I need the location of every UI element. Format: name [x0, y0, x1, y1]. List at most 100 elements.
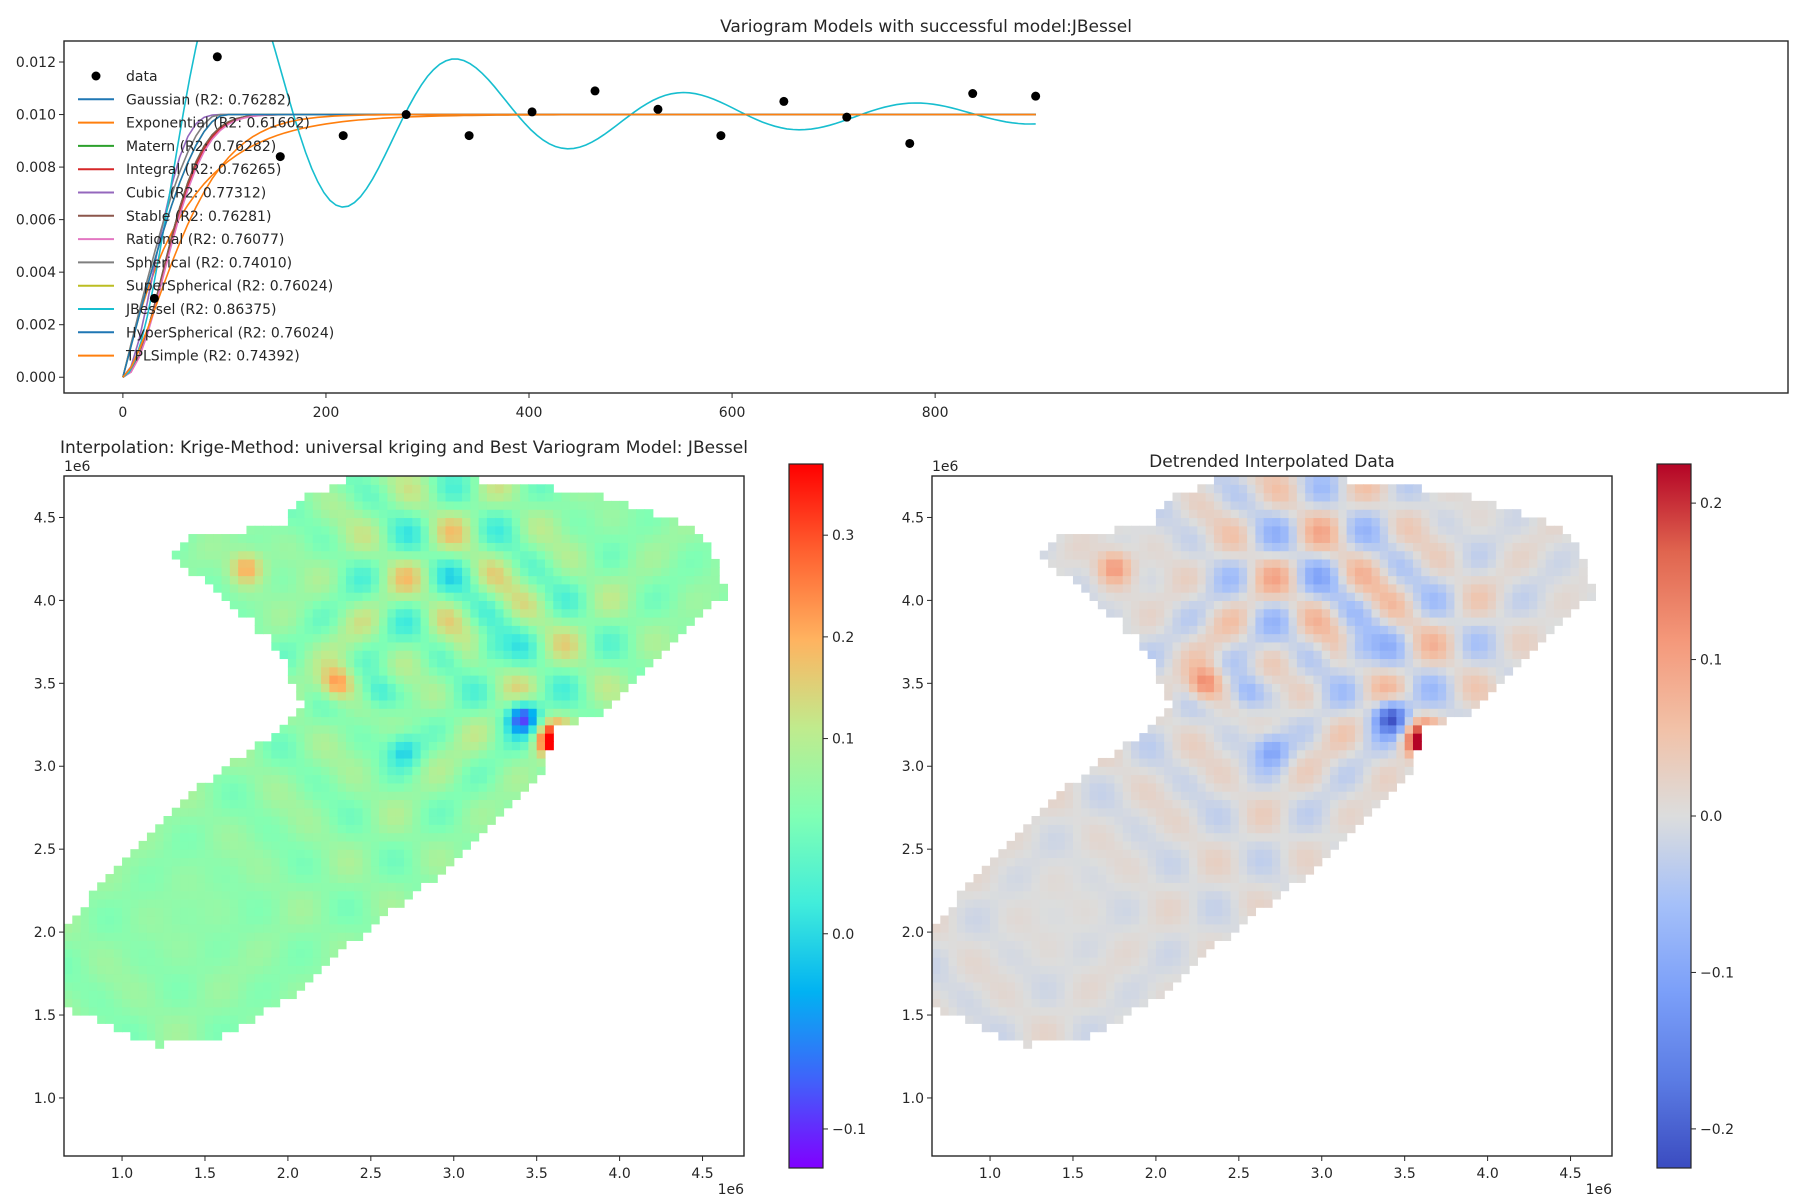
data-point — [779, 96, 789, 106]
x-tick-label: 2.5 — [1228, 1166, 1250, 1182]
y-tick-label: 4.0 — [902, 593, 924, 609]
x-tick-label: 3.0 — [443, 1166, 465, 1182]
x-tick-label: 4.0 — [608, 1166, 630, 1182]
interpolation-x-offset-label: 1e6 — [718, 1182, 745, 1198]
legend-label-9: JBessel (R2: 0.86375) — [125, 302, 277, 318]
data-point — [464, 131, 474, 141]
x-tick-label: 600 — [719, 405, 746, 421]
y-tick-label: 2.0 — [34, 925, 56, 941]
detrended-colorbar — [1656, 463, 1692, 1169]
y-tick-label: 2.5 — [34, 842, 56, 858]
colorbar-tick-label: 0.3 — [832, 528, 854, 544]
y-tick-label: 0.008 — [16, 160, 56, 176]
data-point — [590, 86, 600, 96]
legend-label-8: SuperSpherical (R2: 0.76024) — [126, 279, 333, 295]
variogram-title: Variogram Models with successful model:J… — [720, 17, 1132, 37]
variogram-series-line-9 — [122, 41, 1036, 378]
colorbar-tick-label: 0.0 — [832, 927, 854, 943]
y-tick-label: 4.5 — [902, 510, 924, 526]
colorbar-tick-label: 0.0 — [1700, 809, 1722, 825]
colorbar-tick-label: 0.1 — [1700, 653, 1722, 669]
x-tick-label: 3.5 — [526, 1166, 548, 1182]
legend-label-4: Cubic (R2: 0.77312) — [126, 186, 266, 202]
data-point — [653, 104, 663, 114]
data-point — [968, 89, 978, 99]
x-tick-label: 2.0 — [1145, 1166, 1167, 1182]
data-point — [275, 152, 285, 162]
x-tick-label: 1.5 — [1062, 1166, 1084, 1182]
y-tick-label: 3.0 — [902, 759, 924, 775]
x-tick-label: 800 — [922, 405, 949, 421]
y-tick-label: 0.000 — [16, 370, 56, 386]
x-tick-label: 4.0 — [1476, 1166, 1498, 1182]
detrended-x-offset-label: 1e6 — [1586, 1182, 1613, 1198]
legend-label-5: Stable (R2: 0.76281) — [126, 209, 271, 225]
colorbar-tick-label: −0.2 — [1700, 1122, 1734, 1138]
y-tick-label: 0.010 — [16, 108, 56, 124]
colorbar-tick-label: −0.1 — [1700, 965, 1734, 981]
data-point — [905, 138, 915, 148]
data-point — [401, 110, 411, 120]
legend-label-2: Matern (R2: 0.76282) — [126, 139, 276, 155]
detrended-title: Detrended Interpolated Data — [1149, 452, 1395, 472]
variogram-series-line-11 — [122, 113, 1036, 378]
x-tick-label: 4.5 — [691, 1166, 713, 1182]
legend-label-11: TPLSimple (R2: 0.74392) — [125, 349, 300, 365]
variogram-legend: data Gaussian (R2: 0.76282) Exponential (R… — [78, 69, 334, 365]
colorbar-tick-label: −0.1 — [832, 1122, 866, 1138]
y-tick-label: 4.5 — [34, 510, 56, 526]
x-tick-label: 2.0 — [277, 1166, 299, 1182]
y-tick-label: 3.0 — [34, 759, 56, 775]
interpolation-panel: Interpolation: Krige-Method: universal k… — [34, 438, 866, 1198]
x-tick-label: 3.0 — [1311, 1166, 1333, 1182]
interpolation-y-offset-label: 1e6 — [64, 459, 91, 475]
legend-label-7: Spherical (R2: 0.74010) — [126, 255, 292, 271]
x-tick-label: 200 — [313, 405, 340, 421]
data-point — [1031, 91, 1041, 101]
y-tick-label: 2.5 — [902, 842, 924, 858]
detrended-axes-frame — [931, 475, 1613, 1157]
x-tick-label: 400 — [516, 405, 543, 421]
interpolation-axes-frame — [63, 475, 745, 1157]
data-point — [212, 52, 222, 62]
y-tick-label: 2.0 — [902, 925, 924, 941]
x-tick-label: 0 — [118, 405, 127, 421]
y-tick-label: 1.5 — [34, 1008, 56, 1024]
y-tick-label: 1.5 — [902, 1008, 924, 1024]
colorbar-tick-label: 0.2 — [1700, 496, 1722, 512]
y-tick-label: 1.0 — [902, 1091, 924, 1107]
legend-label-3: Integral (R2: 0.76265) — [126, 162, 281, 178]
y-tick-label: 3.5 — [34, 676, 56, 692]
legend-label-data: data — [126, 69, 158, 85]
variogram-axes-frame — [63, 40, 1789, 394]
x-tick-label: 2.5 — [360, 1166, 382, 1182]
data-point — [842, 112, 852, 122]
legend-label-6: Rational (R2: 0.76077) — [126, 232, 284, 248]
y-tick-label: 4.0 — [34, 593, 56, 609]
legend-marker-data — [91, 71, 101, 81]
data-point — [527, 107, 537, 117]
x-tick-label: 3.5 — [1394, 1166, 1416, 1182]
colorbar-tick-label: 0.2 — [832, 630, 854, 646]
data-point — [149, 293, 159, 303]
x-tick-label: 1.0 — [111, 1166, 133, 1182]
colorbar-tick-label: 0.1 — [832, 732, 854, 748]
data-point — [338, 131, 348, 141]
data-point — [716, 131, 726, 141]
y-tick-label: 3.5 — [902, 676, 924, 692]
y-tick-label: 1.0 — [34, 1091, 56, 1107]
legend-label-0: Gaussian (R2: 0.76282) — [126, 92, 291, 108]
interpolation-title: Interpolation: Krige-Method: universal k… — [60, 438, 748, 458]
legend-label-10: HyperSpherical (R2: 0.76024) — [126, 325, 334, 341]
y-tick-label: 0.004 — [16, 265, 56, 281]
x-tick-label: 1.5 — [194, 1166, 216, 1182]
y-tick-label: 0.006 — [16, 213, 56, 229]
x-tick-label: 1.0 — [979, 1166, 1001, 1182]
detrended-panel: Detrended Interpolated Data 1.0 1.5 2.0 2.5… — [902, 452, 1734, 1198]
y-tick-label: 0.002 — [16, 318, 56, 334]
variogram-panel: Variogram Models with successful model:J… — [16, 17, 1789, 421]
detrended-y-offset-label: 1e6 — [932, 459, 959, 475]
interpolation-colorbar — [788, 463, 824, 1169]
legend-label-1: Exponential (R2: 0.61602) — [126, 116, 310, 132]
